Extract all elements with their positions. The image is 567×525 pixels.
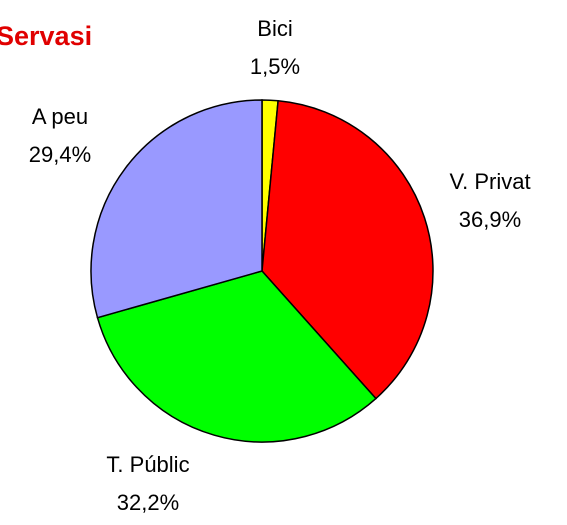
labels: Bici 1,5% V. Privat 36,9% T. Públic 32,2% A pe… — [29, 16, 531, 515]
slice-label: V. Privat — [449, 169, 530, 194]
value-label: 29,4% — [29, 142, 91, 167]
pie-slice — [90, 99, 263, 319]
value-label: 36,9% — [459, 207, 521, 232]
slice-label: Bici — [257, 16, 292, 41]
pie-slice — [261, 99, 434, 400]
value-label: 32,2% — [117, 490, 179, 515]
pie-slice — [96, 270, 377, 443]
pie — [90, 99, 434, 443]
chart-title: Servasi — [0, 21, 92, 51]
slice-label: A peu — [32, 104, 88, 129]
value-label: 1,5% — [250, 54, 300, 79]
slice-label: T. Públic — [106, 452, 189, 477]
